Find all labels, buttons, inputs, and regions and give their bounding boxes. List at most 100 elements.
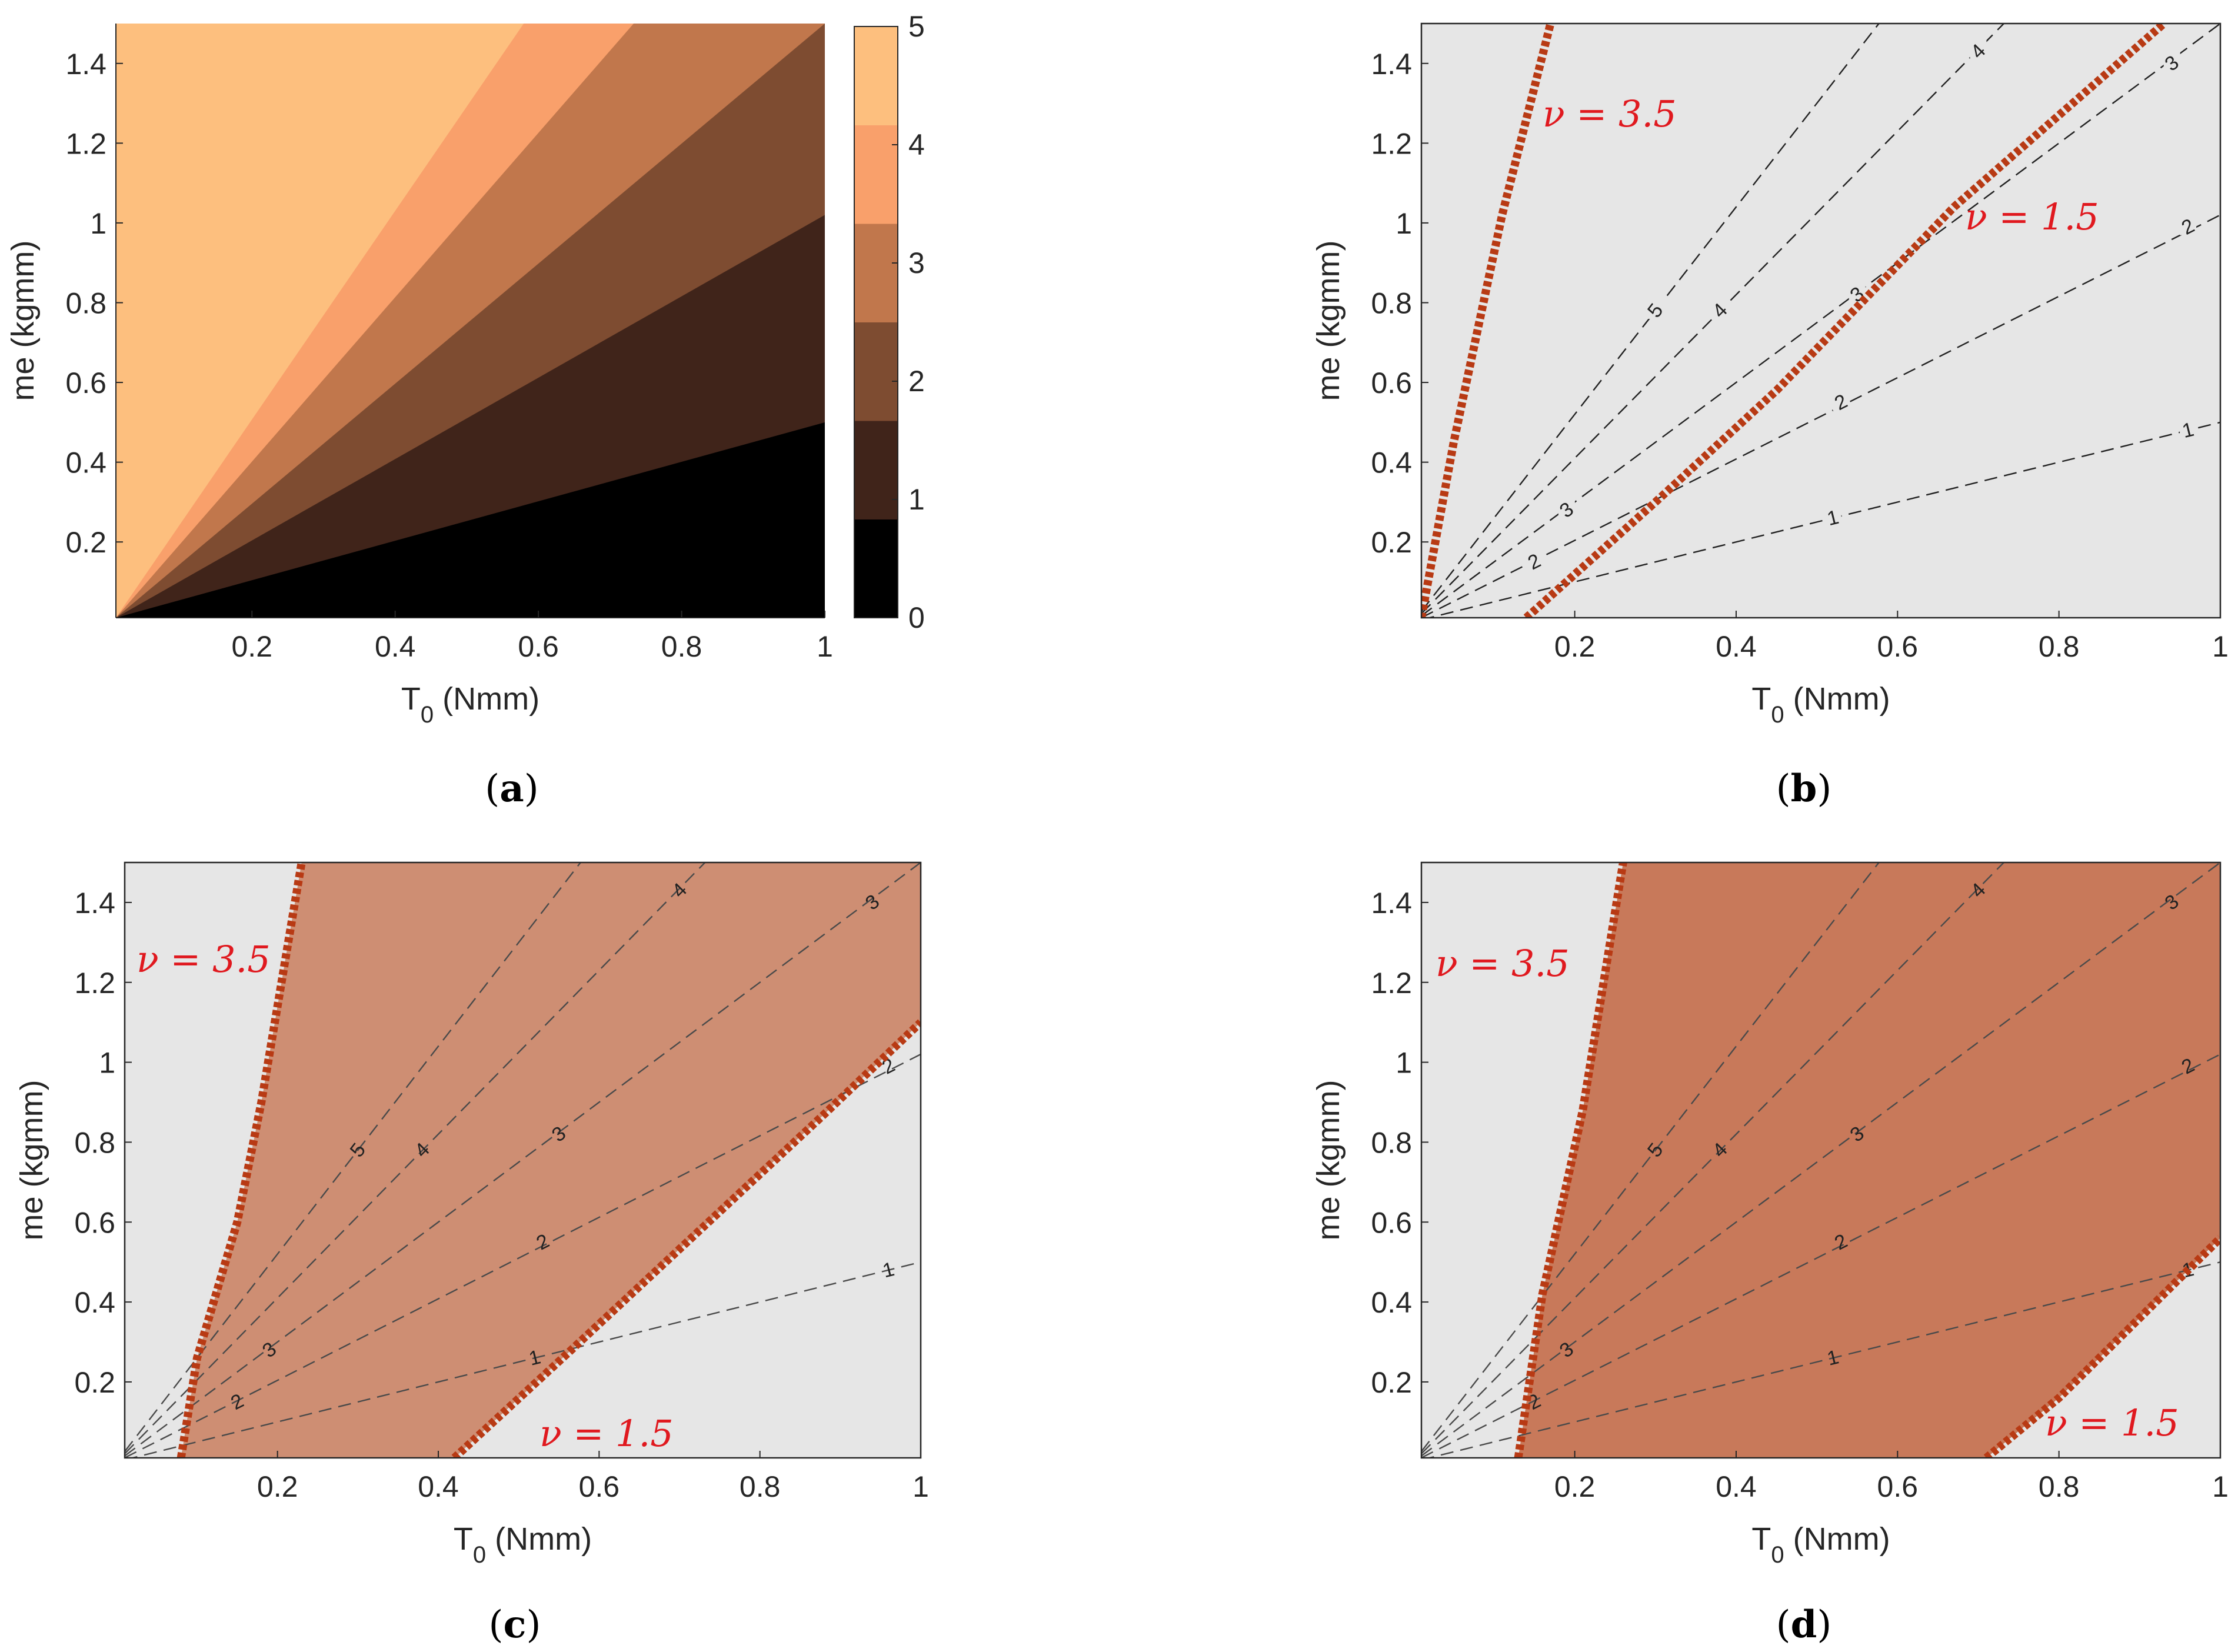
colorbar-tick-label: 3 xyxy=(908,247,925,279)
boundary-nu-1.5 xyxy=(451,1019,921,1458)
x-tick-label: 0.8 xyxy=(740,1470,781,1503)
panel-caption: (c) xyxy=(489,1603,541,1647)
x-tick-label: 0.2 xyxy=(232,630,273,663)
x-axis-label-sub: 0 xyxy=(421,702,434,728)
feasible-region xyxy=(1518,862,2220,1458)
contour-line-2 xyxy=(1421,214,2220,618)
contour-line-2 xyxy=(125,1053,921,1458)
contour-label-bg xyxy=(1970,38,1987,60)
colorbar-tick-label: 2 xyxy=(908,365,925,398)
caption-letter: c xyxy=(504,1603,527,1647)
caption-paren-close: ) xyxy=(526,1603,541,1647)
x-tick-label: 1 xyxy=(912,1470,929,1503)
contour-label-bg xyxy=(1526,549,1543,571)
caption-paren-open: ( xyxy=(1776,767,1791,811)
contour-line-3 xyxy=(125,862,921,1457)
colorbar-segment-4 xyxy=(854,125,898,224)
colorbar-frame xyxy=(854,26,898,618)
y-tick-label: 0.6 xyxy=(74,1206,115,1239)
y-tick-label: 1 xyxy=(1396,207,1412,240)
y-tick-label: 0.8 xyxy=(1371,287,1412,319)
axes-frame xyxy=(1420,22,2222,619)
y-axis-label: me (kgmm) xyxy=(14,1080,49,1241)
contour-band-0 xyxy=(116,422,825,618)
x-axis-label: T0 (Nmm) xyxy=(1751,681,1890,728)
x-tick-label: 1 xyxy=(817,630,833,663)
y-tick-label: 0.4 xyxy=(1371,447,1412,479)
contour-label-bg xyxy=(2180,417,2197,439)
caption-letter: b xyxy=(1791,767,1817,811)
contour-line-5 xyxy=(1421,862,1880,1452)
contour-line-1 xyxy=(129,1261,921,1458)
contour-label-bg xyxy=(1824,505,1841,527)
colorbar-segment-0 xyxy=(854,519,898,618)
y-tick-label: 0.4 xyxy=(1371,1286,1412,1319)
caption-paren-open: ( xyxy=(485,767,499,811)
x-axis-label: T0 (Nmm) xyxy=(454,1521,592,1568)
x-axis-label-sub: 0 xyxy=(1771,702,1784,728)
y-tick-label: 1.4 xyxy=(65,48,106,81)
panel-caption: (d) xyxy=(1776,1603,1832,1647)
colorbar-segment-3 xyxy=(854,224,898,322)
x-tick-label: 0.8 xyxy=(2039,630,2080,663)
annotation-nu-1-5: ν = 1.5 xyxy=(1965,195,2099,238)
x-tick-label: 0.8 xyxy=(661,630,702,663)
caption-letter: d xyxy=(1791,1603,1817,1647)
y-axis-label: me (kgmm) xyxy=(1311,1080,1346,1241)
x-axis-label-main: T xyxy=(454,1521,473,1557)
y-tick-label: 1 xyxy=(1396,1047,1412,1080)
contour-line-2 xyxy=(1421,1053,2220,1458)
contour-label-bg xyxy=(1558,497,1575,518)
contour-label-bg xyxy=(1711,298,1729,319)
x-tick-label: 0.4 xyxy=(418,1470,459,1503)
contour-label-bg xyxy=(1833,389,1850,411)
x-axis-label-sub: 0 xyxy=(473,1542,486,1568)
x-axis-label-unit: (Nmm) xyxy=(1784,1521,1890,1557)
y-tick-label: 1.2 xyxy=(1371,127,1412,160)
x-tick-label: 0.4 xyxy=(375,630,416,663)
colorbar-tick-label: 5 xyxy=(908,10,925,43)
y-tick-label: 1.2 xyxy=(1371,967,1412,1000)
y-tick-label: 1.4 xyxy=(1371,48,1412,81)
x-axis-label-unit: (Nmm) xyxy=(486,1521,592,1557)
y-tick-label: 0.8 xyxy=(74,1126,115,1159)
x-tick-label: 0.8 xyxy=(2039,1470,2080,1503)
y-tick-label: 1 xyxy=(90,207,106,240)
annotation-nu-3-5: ν = 3.5 xyxy=(1543,92,1677,135)
contour-line-3 xyxy=(1421,24,2220,617)
caption-paren-close: ) xyxy=(1817,1603,1831,1647)
contour-line-1 xyxy=(1426,421,2220,618)
boundary-nu-1.5 xyxy=(1983,1235,2220,1458)
y-tick-label: 0.2 xyxy=(1371,1366,1412,1399)
x-axis-label: T0 (Nmm) xyxy=(1751,1521,1890,1568)
contour-label-bg xyxy=(1647,298,1664,319)
x-tick-label: 0.6 xyxy=(579,1470,620,1503)
y-tick-label: 0.8 xyxy=(1371,1126,1412,1159)
boundary-nu-1.5 xyxy=(1523,24,2167,618)
colorbar-segment-1 xyxy=(854,421,898,519)
annotation-nu-1-5: ν = 1.5 xyxy=(2045,1401,2179,1444)
y-tick-label: 1.2 xyxy=(74,967,115,1000)
caption-paren-close: ) xyxy=(524,767,539,811)
y-tick-label: 0.6 xyxy=(1371,367,1412,399)
y-axis-label: me (kgmm) xyxy=(5,241,41,401)
contour-line-5 xyxy=(1421,24,1880,612)
caption-letter: a xyxy=(499,767,524,811)
panel-caption: (b) xyxy=(1776,767,1832,811)
y-tick-label: 0.2 xyxy=(65,526,106,559)
contour-line-3 xyxy=(1421,862,2220,1457)
x-tick-label: 0.6 xyxy=(1877,1470,1919,1503)
x-tick-label: 0.2 xyxy=(1554,1470,1596,1503)
x-axis-label-main: T xyxy=(401,681,421,717)
colorbar-tick-label: 1 xyxy=(908,483,925,516)
y-tick-label: 1 xyxy=(99,1047,115,1080)
axes-frame xyxy=(1420,861,2222,1459)
panel-caption: (a) xyxy=(485,767,538,811)
